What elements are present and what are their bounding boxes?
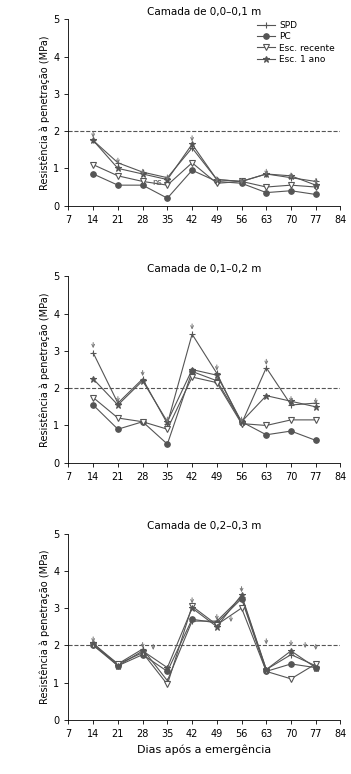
Title: Camada de 0,0–0,1 m: Camada de 0,0–0,1 m: [147, 7, 261, 17]
Title: Camada de 0,1–0,2 m: Camada de 0,1–0,2 m: [147, 264, 261, 274]
X-axis label: Dias após a emergência: Dias após a emergência: [137, 745, 272, 755]
Y-axis label: Resistência à penetração (MPa): Resistência à penetração (MPa): [40, 36, 51, 190]
Y-axis label: Resistência à penetração (MPa): Resistência à penetração (MPa): [40, 550, 51, 704]
Text: ns: ns: [152, 178, 162, 187]
Legend: SPD, PC, Esc. recente, Esc. 1 ano: SPD, PC, Esc. recente, Esc. 1 ano: [256, 20, 336, 65]
Title: Camada de 0,2–0,3 m: Camada de 0,2–0,3 m: [147, 522, 261, 532]
Y-axis label: Resistência à penetração (MPa): Resistência à penetração (MPa): [40, 293, 51, 447]
